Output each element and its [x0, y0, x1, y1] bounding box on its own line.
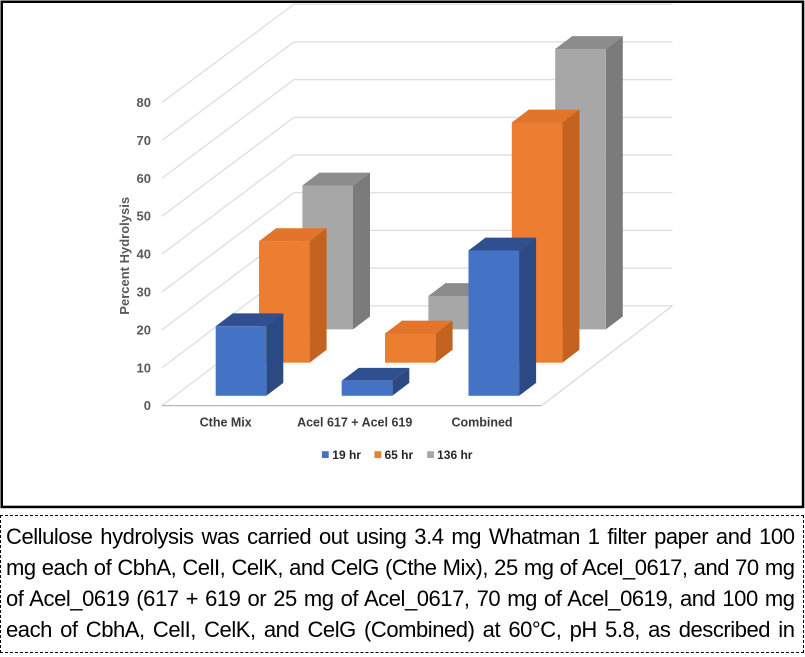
svg-text:0: 0 — [144, 398, 151, 413]
svg-text:20: 20 — [137, 322, 151, 337]
svg-text:30: 30 — [137, 285, 151, 300]
svg-text:Cthe Mix: Cthe Mix — [200, 416, 252, 430]
svg-text:Percent Hydrolysis: Percent Hydrolysis — [117, 197, 132, 315]
svg-text:50: 50 — [137, 209, 151, 224]
svg-text:80: 80 — [137, 95, 151, 110]
svg-text:Combined: Combined — [451, 416, 512, 430]
svg-text:70: 70 — [137, 133, 151, 148]
svg-text:Acel 617 + Acel 619: Acel 617 + Acel 619 — [297, 416, 412, 430]
svg-text:40: 40 — [137, 247, 151, 262]
svg-text:65 hr: 65 hr — [385, 448, 414, 462]
svg-text:136 hr: 136 hr — [437, 448, 473, 462]
svg-text:19 hr: 19 hr — [332, 448, 361, 462]
svg-text:60: 60 — [137, 171, 151, 186]
svg-text:10: 10 — [137, 360, 151, 375]
